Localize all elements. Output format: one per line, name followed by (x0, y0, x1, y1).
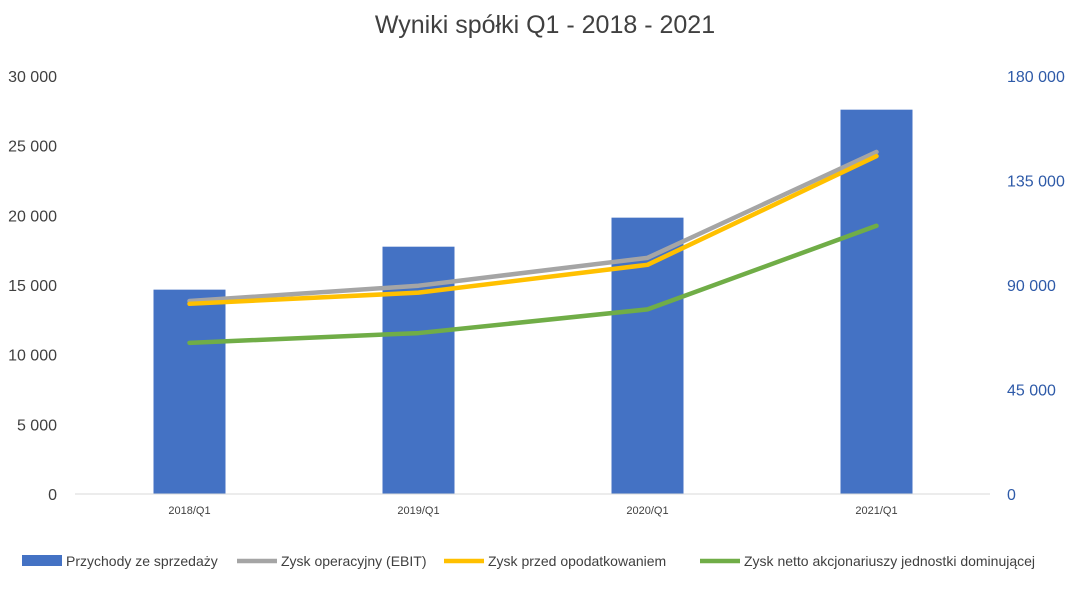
lines-layer (187, 149, 879, 346)
x-tick-label: 2018/Q1 (168, 505, 210, 517)
left-tick-label: 10 000 (8, 348, 57, 365)
legend: Przychody ze sprzedaży Zysk operacyjny (E… (22, 553, 1035, 569)
left-tick-label: 0 (48, 487, 57, 504)
legend-swatch-bar (22, 555, 62, 566)
x-tick-label: 2019/Q1 (397, 505, 439, 517)
series-line-1 (187, 149, 879, 304)
left-tick-label: 30 000 (8, 69, 57, 86)
legend-label: Zysk netto akcjonariuszy jednostki domin… (744, 553, 1035, 569)
legend-label: Zysk operacyjny (EBIT) (281, 553, 426, 569)
bar-2021-q1 (840, 109, 913, 494)
legend-label: Zysk przed opodatkowaniem (488, 553, 666, 569)
right-tick-label: 135 000 (1007, 174, 1065, 191)
x-tick-label: 2020/Q1 (626, 505, 668, 517)
left-tick-label: 5 000 (17, 417, 57, 434)
chart-title: Wyniki spółki Q1 - 2018 - 2021 (375, 11, 715, 39)
left-tick-label: 20 000 (8, 208, 57, 225)
series-line-2 (187, 153, 879, 307)
left-axis-ticks: 0 5 000 10 000 15 000 20 000 25 000 30 000 (8, 69, 57, 504)
legend-label: Przychody ze sprzedaży (66, 553, 218, 569)
right-tick-label: 90 000 (1007, 278, 1056, 295)
x-axis-ticks: 2018/Q1 2019/Q1 2020/Q1 2021/Q1 (168, 505, 897, 517)
bar-2018-q1 (153, 289, 226, 494)
left-tick-label: 25 000 (8, 139, 57, 156)
right-tick-label: 45 000 (1007, 383, 1056, 400)
series-line-3 (187, 223, 879, 346)
left-tick-label: 15 000 (8, 278, 57, 295)
x-tick-label: 2021/Q1 (855, 505, 897, 517)
right-tick-label: 180 000 (1007, 69, 1065, 86)
right-tick-label: 0 (1007, 487, 1016, 504)
right-axis-ticks: 0 45 000 90 000 135 000 180 000 (1007, 69, 1065, 504)
